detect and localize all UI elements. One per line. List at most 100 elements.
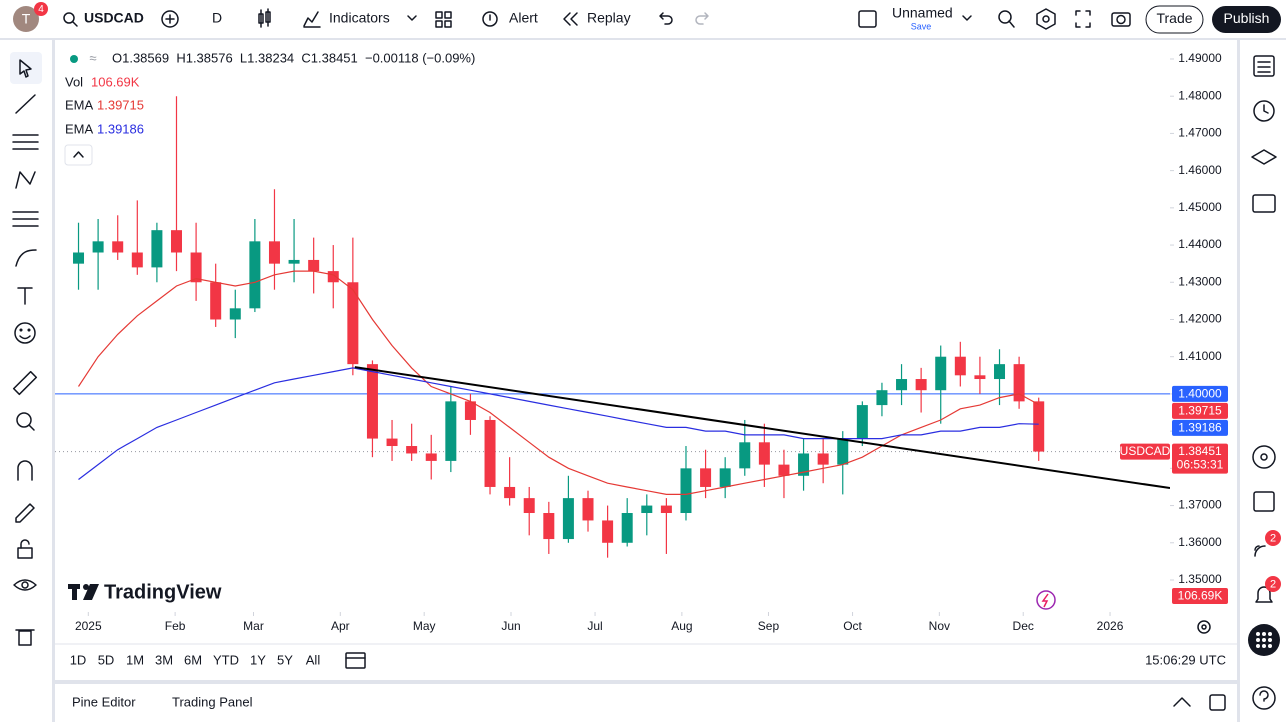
trash-tool[interactable] — [15, 629, 35, 646]
edit-tool[interactable] — [15, 503, 35, 523]
layout-name[interactable]: Unnamed — [892, 5, 953, 21]
brush-tool[interactable] — [15, 249, 37, 267]
settings-icon[interactable] — [1036, 8, 1056, 30]
search-icon[interactable] — [63, 12, 78, 27]
sidebar-badge — [1265, 530, 1281, 546]
layouts-icon[interactable] — [435, 11, 452, 28]
fib-tool[interactable] — [12, 211, 39, 227]
candle-body — [621, 513, 633, 543]
fullscreen-icon[interactable] — [1075, 10, 1091, 28]
ruler-tool[interactable] — [12, 370, 38, 396]
range-button[interactable]: 5Y — [277, 652, 293, 667]
text-tool[interactable] — [17, 287, 33, 305]
replay-icon[interactable] — [563, 12, 578, 26]
candle-body — [112, 241, 124, 253]
quick-search-icon[interactable] — [998, 10, 1015, 28]
maximize-panel[interactable] — [1209, 694, 1226, 711]
y-tick-label: 1.35000 — [1178, 572, 1222, 586]
candle-body — [170, 230, 182, 253]
volume-value: 106.69K — [91, 74, 140, 89]
trade-label: Trade — [1156, 10, 1192, 26]
lines-tool[interactable] — [12, 134, 39, 150]
x-tick-label: Aug — [671, 619, 692, 633]
snapshot-icon[interactable] — [1111, 12, 1131, 27]
range-button[interactable]: 3M — [155, 652, 173, 667]
candle-body — [817, 453, 829, 465]
candle-body — [876, 390, 888, 406]
candle-body — [406, 446, 418, 454]
chevron[interactable] — [407, 15, 417, 21]
chat-icon[interactable] — [1252, 194, 1276, 213]
pine-editor-tab[interactable]: Pine Editor — [72, 694, 136, 709]
candle-body — [288, 259, 300, 264]
notifications-icon[interactable] — [1255, 586, 1273, 603]
trade-button[interactable] — [1145, 5, 1204, 34]
candle-body — [190, 252, 202, 283]
x-tick-label: Oct — [843, 619, 862, 633]
undo-icon[interactable] — [659, 12, 673, 25]
trendline-tool[interactable] — [15, 94, 36, 114]
streams-icon[interactable] — [1254, 545, 1266, 557]
top-toolbar — [0, 0, 1286, 38]
range-button[interactable]: YTD — [213, 652, 239, 667]
magnet-tool[interactable] — [17, 460, 33, 481]
range-button[interactable]: 1M — [126, 652, 144, 667]
ema-legend-name: EMA — [65, 97, 94, 112]
symbol-tag-label: USDCAD — [1120, 444, 1171, 458]
indicators-icon[interactable] — [303, 11, 321, 28]
x-tick-label: Jul — [587, 619, 602, 633]
range-button[interactable]: 5D — [98, 652, 115, 667]
zoom-tool[interactable] — [16, 412, 35, 431]
countdown: 06:53:31 — [1177, 458, 1224, 472]
candle-body — [778, 464, 790, 476]
visibility-tool[interactable] — [13, 579, 37, 591]
publish-button[interactable] — [1212, 6, 1281, 33]
trading-panel-tab[interactable]: Trading Panel — [172, 694, 253, 709]
compare-icon[interactable] — [161, 10, 179, 28]
calendar-icon[interactable] — [1253, 491, 1275, 512]
candle-body — [464, 401, 476, 420]
cursor-tool[interactable] — [19, 59, 32, 78]
candle-body — [562, 498, 574, 540]
candle-body — [151, 230, 163, 268]
wave-icon: ≈ — [89, 50, 96, 65]
chart-panel — [55, 40, 1237, 680]
candle-body — [798, 453, 810, 476]
interval[interactable]: D — [212, 10, 222, 26]
avatar[interactable] — [13, 6, 39, 32]
volume-tag — [1172, 588, 1228, 604]
help-icon[interactable] — [1252, 686, 1276, 710]
ema-legend-value: 1.39186 — [97, 121, 144, 136]
layout-checkbox[interactable] — [858, 10, 877, 28]
axis-settings-icon[interactable] — [1197, 620, 1211, 634]
chart-type-icon[interactable] — [258, 8, 271, 28]
ideas-icon[interactable] — [1252, 445, 1276, 469]
expand-panel[interactable] — [1173, 697, 1191, 707]
x-tick-label: Feb — [165, 619, 186, 633]
layers-icon[interactable] — [1251, 149, 1277, 165]
symbol[interactable]: USDCAD — [84, 10, 144, 26]
indicators-button[interactable]: Indicators — [329, 10, 390, 26]
range-button[interactable]: 6M — [184, 652, 202, 667]
candle-body — [935, 356, 947, 391]
range-button[interactable]: 1D — [70, 652, 87, 667]
lightning-icon[interactable] — [1036, 590, 1056, 610]
alerts-icon[interactable] — [1253, 100, 1275, 122]
alert-icon[interactable] — [482, 11, 498, 27]
chevron[interactable] — [962, 15, 972, 21]
alert-button[interactable]: Alert — [509, 10, 538, 26]
replay-button[interactable]: Replay — [587, 10, 631, 26]
redo-icon[interactable] — [695, 12, 709, 25]
candle-body — [366, 364, 378, 439]
collapse-legend[interactable] — [64, 144, 93, 166]
watchlist-icon[interactable] — [1253, 55, 1275, 77]
range-button[interactable]: 1Y — [250, 652, 266, 667]
save-label[interactable]: Save — [911, 21, 932, 31]
range-button[interactable]: All — [306, 652, 321, 667]
emoji-tool[interactable] — [14, 322, 36, 344]
lock-tool[interactable] — [17, 539, 33, 559]
pattern-tool[interactable] — [15, 171, 36, 189]
date-range-icon[interactable] — [345, 652, 366, 669]
candle-body — [327, 271, 339, 283]
